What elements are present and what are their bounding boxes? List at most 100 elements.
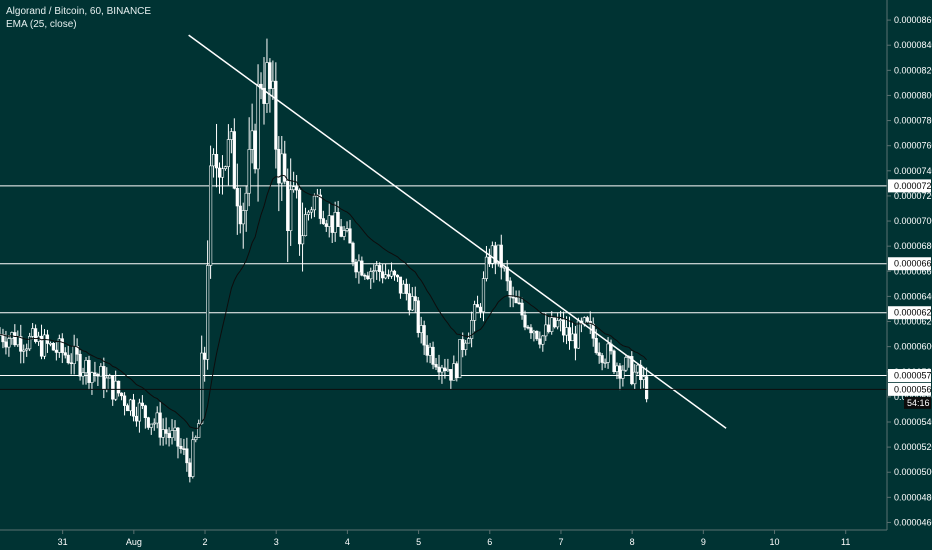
candle-body (529, 327, 533, 334)
candle-body (75, 345, 79, 355)
time-axis[interactable]: 31 Aug 2 3 4 5 6 7 8 9 10 11 (0, 529, 887, 547)
candle-body (422, 325, 426, 346)
level-price-tag (888, 179, 931, 193)
candle-body (523, 314, 527, 328)
candles (0, 38, 649, 483)
current-price-tag (888, 382, 931, 396)
candle-body (484, 256, 489, 279)
candle-body (250, 130, 254, 150)
candle-body (464, 342, 468, 350)
candle-body (182, 448, 186, 450)
candle-body (505, 266, 509, 282)
candle-body (585, 317, 589, 322)
candle-body (48, 342, 53, 345)
candle-body (556, 320, 560, 328)
time-tick-label: 8 (630, 537, 635, 547)
candle-body (458, 339, 462, 379)
countdown-tag-label: 54:16 (907, 398, 930, 408)
candle-body (241, 210, 245, 225)
candle-body (84, 360, 88, 374)
candle-body (550, 317, 554, 332)
candle-body (588, 321, 592, 325)
candle-body (532, 330, 536, 334)
candle-body (158, 412, 162, 438)
candle-body (306, 211, 311, 215)
trendline[interactable] (188, 34, 727, 429)
candle-body (461, 339, 465, 350)
candle-body (226, 139, 230, 167)
candle-body (57, 338, 61, 353)
candle-body (137, 402, 142, 422)
candle-body (286, 181, 290, 231)
candle-body (54, 349, 58, 353)
candle-body (321, 218, 325, 224)
candle-body (211, 153, 216, 167)
candle-body (247, 149, 251, 194)
candle-body (330, 215, 334, 233)
candle-body (440, 367, 444, 373)
candle-body (143, 405, 147, 418)
candle-body (360, 260, 364, 276)
candle-body (541, 335, 545, 345)
candle-body (570, 333, 575, 342)
candle-body (490, 245, 494, 264)
candle-body (214, 153, 219, 169)
candle-body (131, 399, 136, 417)
candle-body (42, 334, 47, 357)
time-tick-label: Aug (126, 537, 142, 547)
horizontal-levels[interactable] (0, 185, 887, 377)
candle-body (410, 296, 414, 311)
candle-body (378, 265, 382, 272)
candle-body (559, 319, 563, 322)
candle-body (197, 423, 201, 438)
candle-body (472, 304, 477, 321)
candle-body (96, 374, 100, 377)
candle-body (357, 260, 361, 273)
candle-body (369, 271, 373, 280)
candle-body (508, 280, 512, 298)
candle-body (161, 429, 165, 438)
candle-body (292, 186, 296, 191)
candle-body (108, 375, 112, 379)
candle-body (517, 302, 521, 305)
candle-body (25, 348, 29, 351)
candle-body (327, 215, 331, 227)
candle-body (538, 338, 542, 345)
candle-body (345, 228, 349, 231)
candle-body (102, 366, 106, 390)
candle-body (511, 296, 515, 299)
candle-body (407, 293, 411, 311)
candle-body (72, 345, 76, 364)
time-tick-label: 9 (701, 537, 706, 547)
candle-body (167, 433, 171, 438)
candle-body (404, 283, 408, 294)
candle-body (470, 320, 474, 339)
candle-body (594, 338, 598, 353)
candle-body (295, 186, 299, 191)
candle-body (235, 188, 239, 207)
candle-body (372, 270, 376, 273)
candle-body (333, 211, 337, 233)
candle-body (117, 380, 121, 394)
candle-body (425, 344, 429, 356)
candle-body (401, 283, 405, 294)
candle-body (63, 352, 67, 356)
candle-body (437, 366, 441, 373)
time-tick-label: 31 (58, 537, 68, 547)
time-tick-label: 4 (345, 537, 350, 547)
candle-body (283, 153, 287, 182)
candle-body (615, 365, 619, 373)
candle-body (520, 302, 524, 316)
candle-body (452, 363, 456, 381)
candle-body (475, 304, 480, 308)
countdown-tag (904, 396, 931, 409)
candle-body (203, 352, 207, 360)
candle-body (416, 300, 420, 333)
